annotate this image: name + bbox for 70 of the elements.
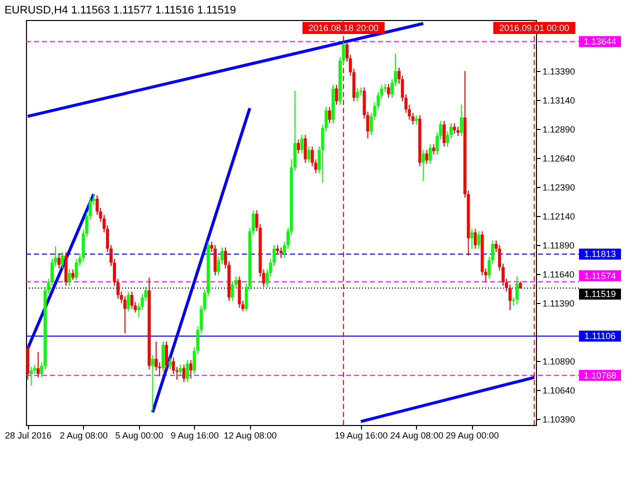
ref-line-label: 1.11574: [584, 270, 616, 281]
candlestick: [151, 354, 154, 412]
candlestick: [428, 144, 432, 164]
candlestick: [414, 114, 418, 125]
x-tick-label: 19 Aug 16:00: [334, 430, 388, 440]
candlestick: [304, 134, 307, 164]
ref-line-label: 1.11813: [584, 249, 616, 260]
candlestick: [57, 252, 60, 269]
y-tick-label: 1.10640: [542, 386, 576, 396]
x-tick-label: 24 Aug 08:00: [390, 430, 444, 440]
y-tick-label: 1.10390: [542, 414, 576, 425]
ref-line-label: 1.10768: [584, 370, 616, 380]
y-tick-label: 1.12640: [542, 154, 576, 164]
y-tick-label: 1.11640: [542, 270, 574, 280]
candlestick: [328, 106, 332, 124]
candlestick: [425, 149, 428, 164]
candlestick: [276, 244, 280, 255]
candlestick: [300, 134, 304, 154]
candlestick: [432, 144, 436, 156]
candlestick: [470, 228, 474, 250]
x-tick-label: 28 Jul 2016: [4, 430, 52, 440]
chart-title: EURUSD,H4 1.11563 1.11577 1.11516 1.11519: [4, 4, 236, 16]
x-tick-label: 2 Aug 08:00: [60, 430, 108, 440]
candlestick: [422, 149, 425, 182]
y-tick-label: 1.12390: [542, 182, 576, 193]
candlestick: [36, 351, 40, 378]
candlestick: [356, 88, 359, 102]
y-tick-label: 1.11890: [542, 240, 574, 251]
x-tick-label: 2016.09.01 00:00: [499, 23, 570, 33]
candlestick: [280, 246, 282, 258]
x-tick-label: 12 Aug 08:00: [224, 430, 277, 440]
candlestick: [123, 296, 126, 334]
candlestick: [442, 120, 446, 147]
y-tick-label: 1.11390: [542, 298, 574, 309]
x-tick-label: 29 Aug 00:00: [446, 430, 499, 440]
candlestick: [126, 291, 130, 312]
candlestick: [186, 360, 189, 383]
candlestick: [165, 340, 168, 370]
candlestick: [130, 291, 134, 310]
candlestick: [178, 364, 182, 376]
x-tick-label: 5 Aug 00:00: [115, 430, 164, 440]
ref-line-label: 1.11519: [584, 289, 616, 300]
candlestick: [515, 276, 518, 305]
candlestick: [162, 340, 165, 372]
ref-line-label: 1.13644: [584, 36, 616, 47]
y-tick-label: 1.13140: [542, 96, 576, 106]
y-tick-label: 1.12890: [542, 124, 576, 135]
ref-line-label: 1.11106: [584, 331, 616, 342]
candlestick: [335, 84, 338, 106]
candlestick: [60, 252, 64, 269]
y-tick-label: 1.10890: [542, 356, 576, 367]
candlestick: [387, 83, 390, 98]
candlestick: [474, 228, 477, 250]
candlestick: [230, 280, 234, 302]
y-tick-label: 1.12140: [542, 212, 576, 222]
candlestick: [189, 360, 192, 380]
candlestick: [460, 104, 463, 137]
candlestick: [71, 269, 74, 280]
candlestick: [30, 366, 33, 386]
candlestick: [182, 364, 186, 383]
candlestick: [296, 139, 300, 154]
candlestick: [456, 126, 460, 137]
y-tick-label: 1.13390: [542, 66, 576, 77]
candlestick: [477, 230, 480, 250]
candlestick: [168, 357, 172, 370]
x-tick-label: 2016.08.18 20:00: [308, 23, 378, 33]
candlestick: [68, 269, 71, 286]
candlestick: [214, 244, 217, 276]
candlestick: [307, 146, 310, 164]
x-tick-label: 9 Aug 16:00: [170, 430, 219, 440]
